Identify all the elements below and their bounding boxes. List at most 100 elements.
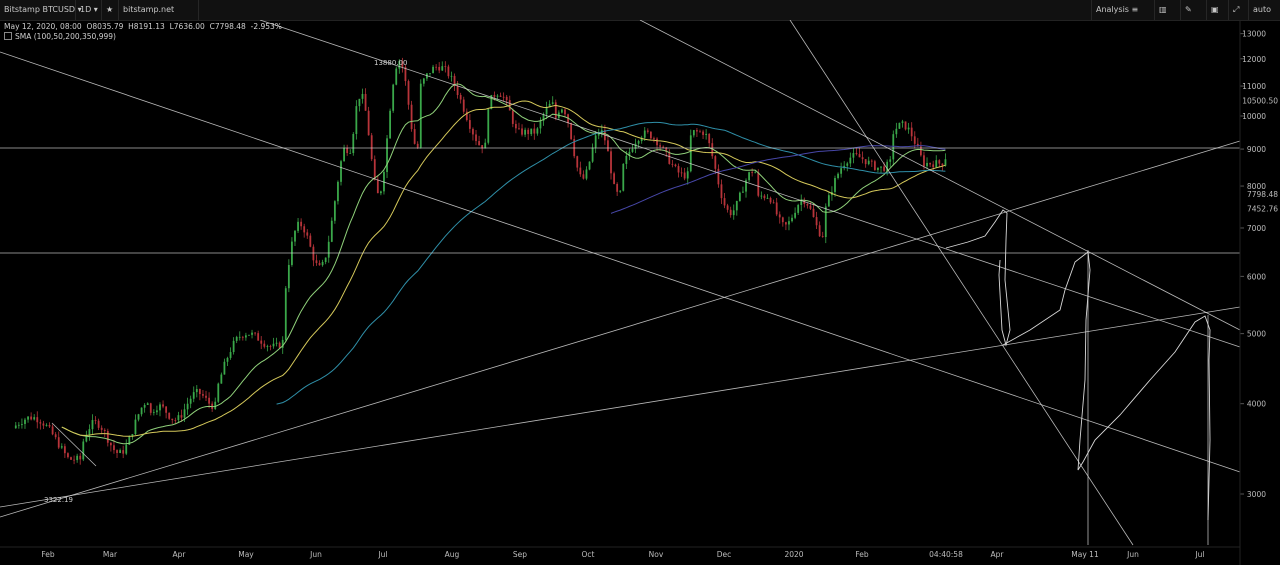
candle-body xyxy=(671,163,674,165)
save-button[interactable]: ▣ xyxy=(1207,0,1229,20)
candle-body xyxy=(419,83,422,148)
interval-selector[interactable]: 1D ▾ xyxy=(76,0,102,20)
candle-body xyxy=(502,96,505,98)
candle-body xyxy=(217,383,220,402)
x-tick-label: May 11 xyxy=(1071,550,1099,559)
candle-body xyxy=(791,217,793,222)
candle-body xyxy=(803,200,806,205)
candle-body xyxy=(128,436,131,445)
candle-body xyxy=(530,128,533,135)
candle-body xyxy=(858,154,861,158)
candle-body xyxy=(665,147,668,152)
time-axis: Feb Mar Apr May Jun Jul Aug Sep Oct Nov Dec 2020 Feb… xyxy=(0,546,1240,559)
expand-icon: ⤢ xyxy=(1233,5,1240,14)
candle-body xyxy=(450,75,453,77)
favorite-button[interactable]: ★ xyxy=(102,0,119,20)
candle-body xyxy=(309,235,312,247)
candle-body xyxy=(475,134,477,142)
long-uptrend-line xyxy=(0,140,1241,518)
candle-body xyxy=(205,395,207,398)
candle-body xyxy=(481,145,484,149)
candle-body xyxy=(401,61,404,67)
candles xyxy=(14,57,947,465)
candle-body xyxy=(180,415,183,418)
candle-body xyxy=(60,446,63,448)
sma-50-line xyxy=(61,83,946,445)
annotations: 13880.00 3322.19 xyxy=(44,59,407,504)
candle-body xyxy=(714,156,717,169)
candle-body xyxy=(708,133,711,144)
candle-body xyxy=(462,99,465,112)
top-toolbar: Bitstamp BTCUSD ▾ 1D ▾ ★ bitstamp.net An… xyxy=(0,0,1280,21)
fullscreen-button[interactable]: ⤢ xyxy=(1229,0,1249,20)
candle-body xyxy=(306,232,309,236)
draw-button[interactable]: ✎ xyxy=(1181,0,1207,20)
candle-body xyxy=(67,453,69,458)
candle-body xyxy=(202,394,204,396)
x-tick-label: Apr xyxy=(991,550,1005,559)
price-axis: 1600015000140001300012000110001000090008… xyxy=(1239,20,1278,565)
candle-body xyxy=(137,414,140,420)
x-tick-label: Jun xyxy=(1126,550,1139,559)
indicator-settings-icon[interactable] xyxy=(4,32,12,40)
candle-body xyxy=(705,133,708,135)
candle-body xyxy=(720,184,723,199)
candle-body xyxy=(487,109,490,143)
candle-body xyxy=(616,183,619,192)
candle-body xyxy=(198,389,201,395)
candle-body xyxy=(235,336,238,341)
candle-body xyxy=(346,147,349,154)
candle-body xyxy=(27,416,29,420)
candle-body xyxy=(324,257,327,262)
candle-body xyxy=(880,166,882,168)
candle-body xyxy=(656,138,658,146)
candle-body xyxy=(54,434,57,438)
candle-body xyxy=(505,96,508,101)
candle-body xyxy=(373,159,376,180)
price-label: 7798.48 xyxy=(1247,190,1278,199)
top-downtrend-line xyxy=(639,20,1241,331)
candle-body xyxy=(352,134,355,153)
y-tick-label: 9000 xyxy=(1247,145,1266,154)
candle-body xyxy=(533,128,536,134)
chart-style-button[interactable]: ▥ xyxy=(1155,0,1181,20)
candle-body xyxy=(168,412,171,419)
candle-body xyxy=(683,172,686,179)
candle-body xyxy=(659,145,662,147)
high-annotation: 13880.00 xyxy=(374,59,407,67)
candle-body xyxy=(223,361,226,375)
candle-body xyxy=(447,66,450,77)
candle-body xyxy=(229,352,232,358)
candle-body xyxy=(189,398,192,404)
auto-scale-button[interactable]: auto xyxy=(1253,5,1272,14)
candle-body xyxy=(594,135,597,148)
candle-body xyxy=(364,93,367,111)
candle-body xyxy=(634,143,637,149)
x-tick-label: Nov xyxy=(649,550,664,559)
candle-body xyxy=(849,157,852,164)
candle-body xyxy=(48,425,51,427)
x-tick-label: Dec xyxy=(717,550,732,559)
candle-body xyxy=(294,230,296,242)
candle-body xyxy=(281,339,284,348)
candle-body xyxy=(591,147,594,162)
star-icon: ★ xyxy=(106,5,114,14)
price-chart[interactable]: 1600015000140001300012000110001000090008… xyxy=(0,20,1280,565)
candle-body xyxy=(51,426,54,435)
candle-body xyxy=(763,195,766,199)
price-label: 10500.50 xyxy=(1242,97,1278,106)
candle-body xyxy=(751,172,754,174)
symbol-selector[interactable]: Bitstamp BTCUSD ▾ xyxy=(0,0,82,20)
candle-body xyxy=(244,335,247,338)
candle-body xyxy=(275,342,278,344)
candle-body xyxy=(898,122,901,129)
y-tick-label: 11000 xyxy=(1242,82,1266,91)
candle-body xyxy=(834,178,836,192)
candle-body xyxy=(410,104,413,130)
candle-body xyxy=(613,173,615,184)
candle-body xyxy=(251,332,253,335)
x-tick-label: 04:40:58 xyxy=(929,550,963,559)
candle-body xyxy=(815,217,818,226)
candle-body xyxy=(79,455,82,460)
analysis-button[interactable]: Analysis ≡ xyxy=(1091,0,1155,20)
